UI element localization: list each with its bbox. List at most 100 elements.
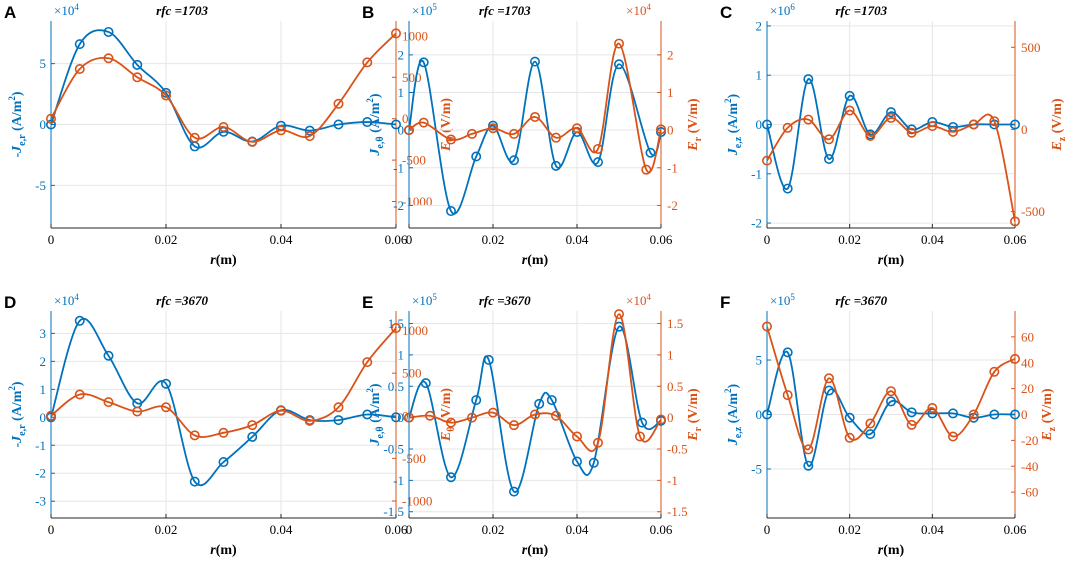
data-point bbox=[927, 121, 938, 132]
data-point bbox=[844, 105, 855, 116]
x-tick-label: 0 bbox=[406, 232, 413, 247]
y-axis-label-left: -Je,r (A/m2) bbox=[7, 91, 28, 157]
y-tick-label-left: -2 bbox=[393, 198, 404, 213]
panel-letter: B bbox=[362, 3, 374, 22]
panel-b: 0 0.02 0.04 0.06 -2 -1 0 1 2 -2 -1 0 1 2 ×105 ×104 rfc =… bbox=[362, 2, 704, 268]
series-line bbox=[409, 42, 661, 174]
x-axis-label: r(m) bbox=[210, 543, 237, 558]
data-point bbox=[466, 128, 477, 139]
y-tick-label-right: -1 bbox=[667, 160, 678, 175]
data-point bbox=[103, 350, 114, 361]
y-axis-label-left: Je,z (A/m2) bbox=[723, 93, 744, 156]
series-line bbox=[51, 317, 396, 487]
y-tick-label-left: 5 bbox=[40, 56, 47, 71]
y-tick-label-left: -0.5 bbox=[383, 442, 404, 457]
y-tick-label-left: 1 bbox=[40, 382, 47, 397]
data-point bbox=[989, 366, 1000, 377]
y-tick-label-right: -2 bbox=[667, 198, 678, 213]
y-axis-label-right: Ez (V/m) bbox=[1050, 98, 1068, 152]
data-point bbox=[529, 409, 540, 420]
series-line bbox=[51, 32, 396, 143]
y-tick-label-right: 0 bbox=[1021, 407, 1028, 422]
y-tick-label-left: -2 bbox=[35, 466, 46, 481]
x-tick-label: 0.06 bbox=[385, 232, 408, 247]
y-tick-label-right: 60 bbox=[1021, 329, 1034, 344]
data-point bbox=[471, 395, 482, 406]
data-point bbox=[74, 315, 85, 326]
y-tick-label-left: 1 bbox=[398, 347, 405, 362]
data-point bbox=[103, 53, 114, 64]
data-point bbox=[803, 444, 814, 455]
y-tick-label-right: 500 bbox=[1021, 40, 1041, 55]
x-tick-label: 0 bbox=[764, 522, 771, 537]
data-point bbox=[947, 126, 958, 137]
multiplier-left: ×105 bbox=[412, 2, 437, 18]
panel-letter: F bbox=[720, 293, 730, 312]
data-point bbox=[761, 119, 772, 130]
data-point bbox=[571, 123, 582, 134]
x-tick-label: 0.02 bbox=[155, 232, 178, 247]
data-point bbox=[823, 373, 834, 384]
panel-a: 0 0.02 0.04 0.06 -5 0 5 -1000 -500 0 500 1000 ×104 rf… bbox=[4, 2, 457, 268]
data-point bbox=[637, 417, 648, 428]
y-tick-label-right: -1000 bbox=[402, 493, 432, 508]
x-tick-label: 0.06 bbox=[1004, 522, 1027, 537]
data-point bbox=[761, 409, 772, 420]
data-point bbox=[390, 412, 401, 423]
y-tick-label-right: -1000 bbox=[402, 194, 432, 209]
data-point bbox=[304, 125, 315, 136]
data-point bbox=[803, 74, 814, 85]
y-axis-label-right: Eθ (V/m) bbox=[439, 98, 457, 152]
multiplier-right: ×104 bbox=[626, 2, 651, 18]
data-point bbox=[844, 412, 855, 423]
data-point bbox=[782, 183, 793, 194]
y-tick-label-left: 2 bbox=[40, 354, 47, 369]
y-tick-label-left: -1 bbox=[393, 473, 404, 488]
series-right bbox=[45, 28, 401, 147]
data-point bbox=[189, 476, 200, 487]
x-axis-label: r(m) bbox=[878, 253, 905, 268]
data-point bbox=[592, 157, 603, 168]
y-tick-label-left: -1 bbox=[751, 166, 762, 181]
data-point bbox=[655, 414, 666, 425]
data-point bbox=[529, 111, 540, 122]
x-tick-label: 0.06 bbox=[650, 232, 673, 247]
y-tick-label-left: -5 bbox=[751, 461, 762, 476]
x-tick-label: 0.02 bbox=[482, 232, 505, 247]
y-tick-label-left: -5 bbox=[35, 178, 46, 193]
series-left bbox=[45, 315, 401, 487]
data-point bbox=[823, 154, 834, 165]
data-point bbox=[844, 432, 855, 443]
data-point bbox=[613, 38, 624, 49]
y-tick-label-left: 1 bbox=[398, 85, 405, 100]
y-tick-label-left: 3 bbox=[40, 326, 47, 341]
data-point bbox=[989, 409, 1000, 420]
data-point bbox=[989, 116, 1000, 127]
series-right bbox=[45, 323, 401, 441]
data-point bbox=[906, 407, 917, 418]
panel-letter: E bbox=[362, 293, 373, 312]
y-tick-label-right: 500 bbox=[402, 366, 422, 381]
panel-e: 0 0.02 0.04 0.06 -1.5 -1 -0.5 0 0.5 1 1.5 -1.5 -1 -0.… bbox=[362, 292, 704, 558]
data-point bbox=[275, 405, 286, 416]
data-point bbox=[550, 410, 561, 421]
data-point bbox=[161, 90, 172, 101]
panel-title: rfc =3670 bbox=[479, 293, 531, 308]
y-tick-label-right: 0 bbox=[667, 123, 674, 138]
data-point bbox=[420, 378, 431, 389]
data-point bbox=[445, 134, 456, 145]
data-point bbox=[390, 119, 401, 130]
x-tick-label: 0 bbox=[48, 522, 55, 537]
data-point bbox=[613, 59, 624, 70]
x-tick-label: 0 bbox=[764, 232, 771, 247]
data-point bbox=[403, 125, 414, 136]
data-point bbox=[634, 431, 645, 442]
data-point bbox=[885, 107, 896, 118]
data-point bbox=[865, 429, 876, 440]
data-point bbox=[508, 128, 519, 139]
y-tick-label-left: 0 bbox=[398, 410, 405, 425]
y-tick-label-right: -1.5 bbox=[667, 504, 688, 519]
y-tick-label-left: 1 bbox=[756, 68, 763, 83]
data-point bbox=[885, 112, 896, 123]
